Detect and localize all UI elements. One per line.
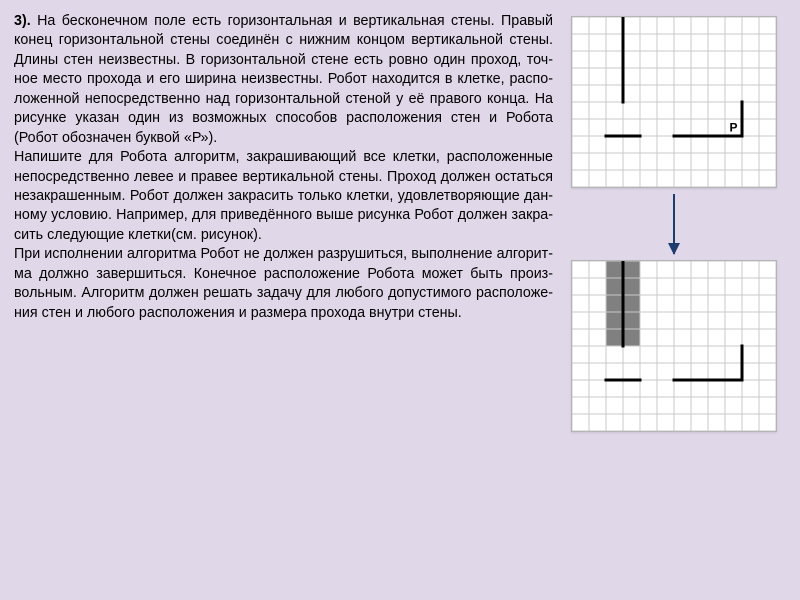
grid-svg-2: [572, 261, 776, 431]
svg-text:Р: Р: [729, 121, 737, 135]
arrow-down: [673, 194, 675, 254]
figure-2: [571, 260, 777, 432]
figures-column: Р: [561, 12, 786, 432]
problem-text: 3). На бес­ко­неч­ном поле есть го­ри­зо…: [14, 12, 561, 432]
paragraph-2: На­пи­ши­те для Ро­бо­та ал­го­ритм, за­…: [14, 148, 553, 245]
paragraph-3: При ис­пол­не­нии ал­го­рит­ма Робот не …: [14, 245, 553, 323]
para1-text: На бес­ко­неч­ном поле есть го­ри­зон­та…: [14, 13, 553, 146]
paragraph-1: 3). На бес­ко­неч­ном поле есть го­ри­зо…: [14, 12, 553, 148]
grid-svg-1: Р: [572, 17, 776, 187]
problem-number: 3).: [14, 13, 31, 29]
figure-1: Р: [571, 16, 777, 188]
